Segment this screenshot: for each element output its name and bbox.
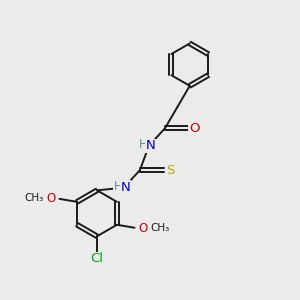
Text: H: H (139, 138, 148, 151)
Text: O: O (189, 122, 200, 135)
Text: H: H (114, 180, 123, 193)
Text: O: O (138, 222, 147, 235)
Text: N: N (146, 140, 155, 152)
Text: N: N (120, 181, 130, 194)
Text: CH₃: CH₃ (151, 223, 170, 233)
Text: CH₃: CH₃ (24, 193, 43, 203)
Text: O: O (46, 192, 55, 205)
Text: S: S (167, 164, 175, 176)
Text: Cl: Cl (91, 252, 103, 266)
